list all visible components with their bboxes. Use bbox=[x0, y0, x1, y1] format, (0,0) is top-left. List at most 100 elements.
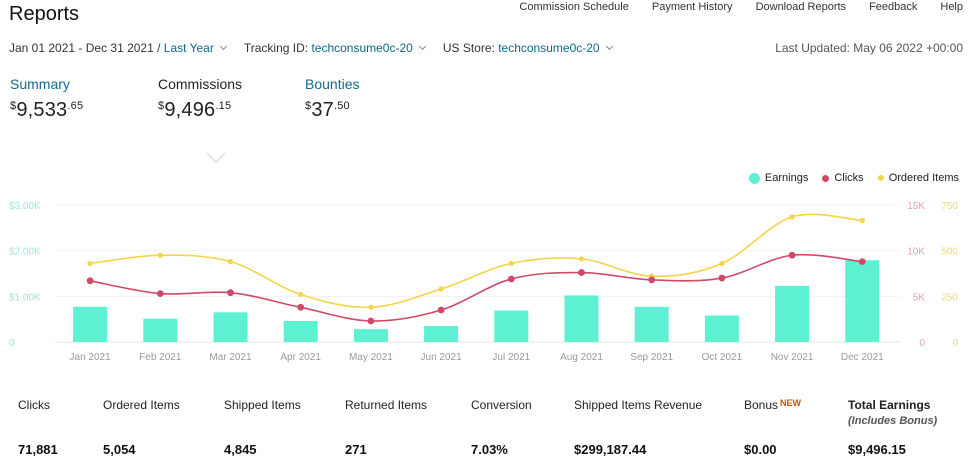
x-axis-tick: Nov 2021 bbox=[771, 352, 814, 363]
right-axis-clicks-tick: 0 bbox=[919, 338, 925, 349]
legend-clicks[interactable]: Clicks bbox=[822, 172, 864, 184]
clicks-point bbox=[648, 276, 656, 284]
ordered-items-point bbox=[298, 291, 304, 298]
stat-ordered-items: Ordered Items 5,054 bbox=[103, 398, 180, 457]
tracking-id-label: Tracking ID: bbox=[243, 41, 309, 55]
last-updated: Last Updated: May 06 2022 +00:00 bbox=[775, 41, 963, 55]
earnings-bar bbox=[845, 260, 880, 342]
earnings-bar bbox=[73, 306, 108, 342]
nav-help[interactable]: Help bbox=[940, 1, 963, 13]
clicks-point bbox=[227, 289, 234, 297]
ordered-items-point bbox=[438, 286, 444, 292]
summary-tab-label: Summary bbox=[10, 76, 70, 92]
earnings-bar bbox=[704, 315, 739, 342]
clicks-point bbox=[297, 303, 305, 311]
x-axis-tick: Oct 2021 bbox=[702, 352, 743, 363]
x-axis-tick: Feb 2021 bbox=[139, 352, 182, 363]
active-tab-caret-icon bbox=[206, 152, 226, 163]
stat-shipped-items: Shipped Items 4,845 bbox=[224, 398, 301, 457]
right-axis-items-tick: 500 bbox=[941, 247, 958, 258]
date-range-filter[interactable]: Jan 01 2021 - Dec 31 2021 / Last Year bbox=[9, 41, 227, 55]
stat-conversion: Conversion 7.03% bbox=[471, 398, 532, 457]
clicks-line bbox=[89, 253, 863, 322]
date-preset-dropdown[interactable]: Last Year bbox=[163, 41, 214, 55]
nav-download-reports[interactable]: Download Reports bbox=[755, 1, 847, 13]
right-axis-items-tick: 0 bbox=[952, 338, 958, 349]
right-axis-clicks-tick: 15K bbox=[907, 201, 925, 212]
store-filter[interactable]: US Store: techconsume0c-20 bbox=[442, 41, 613, 55]
legend-clicks-swatch bbox=[822, 174, 830, 182]
filter-bar: Jan 01 2021 - Dec 31 2021 / Last Year Tr… bbox=[9, 41, 630, 55]
ordered-items-point bbox=[508, 260, 514, 267]
x-axis-tick: May 2021 bbox=[349, 352, 393, 363]
legend-ordered-items[interactable]: Ordered Items bbox=[877, 172, 959, 184]
nav-feedback[interactable]: Feedback bbox=[869, 1, 918, 13]
stat-returned-items: Returned Items 271 bbox=[345, 398, 428, 457]
total-earnings-note: (Includes Bonus) bbox=[848, 415, 938, 427]
bounties-tab[interactable]: Bounties $37.50 bbox=[305, 76, 359, 122]
earnings-bar bbox=[143, 318, 178, 342]
earnings-bar bbox=[353, 329, 388, 342]
bounties-amount: $37.50 bbox=[305, 99, 350, 121]
store-dropdown[interactable]: techconsume0c-20 bbox=[498, 41, 600, 55]
commissions-amount: $9,496.15 bbox=[158, 99, 232, 121]
x-axis-tick: Apr 2021 bbox=[280, 352, 321, 363]
stat-shipped-revenue: Shipped Items Revenue $299,187.44 bbox=[574, 398, 703, 457]
stat-total-earnings: Total Earnings (Includes Bonus) $9,496.1… bbox=[848, 398, 938, 457]
store-label: US Store: bbox=[442, 41, 495, 55]
ordered-items-point bbox=[368, 304, 374, 310]
top-nav: Commission Schedule Payment History Down… bbox=[496, 1, 963, 13]
stat-clicks: Clicks 71,881 bbox=[18, 398, 58, 457]
earnings-bar bbox=[564, 295, 599, 342]
clicks-point bbox=[367, 317, 375, 325]
tracking-id-filter[interactable]: Tracking ID: techconsume0c-20 bbox=[243, 41, 426, 55]
x-axis-tick: Jul 2021 bbox=[492, 352, 530, 363]
x-axis-tick: Dec 2021 bbox=[841, 352, 884, 363]
x-axis-tick: Jun 2021 bbox=[421, 352, 463, 363]
earnings-bar bbox=[494, 310, 529, 342]
legend-earnings[interactable]: Earnings bbox=[748, 172, 808, 184]
chevron-down-icon bbox=[605, 42, 613, 51]
left-axis-tick: 0 bbox=[9, 338, 15, 349]
bounties-tab-label: Bounties bbox=[305, 76, 360, 92]
ordered-items-point bbox=[87, 260, 93, 267]
right-axis-clicks-tick: 10K bbox=[907, 247, 925, 258]
earnings-chart: $3.00K $2.00K $1.00K 0 15K 10K 5K 0 750 500 250 0 Ja… bbox=[9, 201, 958, 363]
left-axis-tick: $2.00K bbox=[9, 247, 41, 258]
ordered-items-point bbox=[859, 217, 865, 224]
ordered-items-point bbox=[789, 214, 795, 220]
summary-tab[interactable]: Summary $9,533.65 bbox=[10, 76, 83, 122]
tracking-id-dropdown[interactable]: techconsume0c-20 bbox=[311, 41, 413, 55]
new-badge: NEW bbox=[780, 398, 802, 408]
clicks-point bbox=[858, 258, 866, 266]
page-title: Reports bbox=[9, 3, 80, 25]
clicks-point bbox=[86, 277, 94, 285]
earnings-bar bbox=[283, 320, 318, 342]
clicks-point bbox=[437, 306, 445, 314]
clicks-point bbox=[507, 275, 515, 283]
legend-earnings-swatch bbox=[748, 172, 760, 184]
date-range-text: Jan 01 2021 - Dec 31 2021 / bbox=[9, 41, 161, 55]
left-axis-tick: $3.00K bbox=[9, 201, 41, 212]
nav-commission-schedule[interactable]: Commission Schedule bbox=[519, 1, 629, 13]
right-axis-items-tick: 250 bbox=[941, 292, 958, 303]
clicks-point bbox=[718, 274, 726, 282]
left-axis-tick: $1.00K bbox=[9, 292, 41, 303]
chevron-down-icon bbox=[418, 42, 426, 51]
x-axis-tick: Mar 2021 bbox=[209, 352, 252, 363]
x-axis-tick: Sep 2021 bbox=[630, 352, 673, 363]
chevron-down-icon bbox=[219, 42, 227, 51]
commissions-tab-label: Commissions bbox=[158, 76, 243, 92]
clicks-point bbox=[788, 251, 796, 259]
clicks-point bbox=[156, 290, 164, 297]
earnings-bar bbox=[424, 326, 459, 342]
right-axis-items-tick: 750 bbox=[941, 201, 958, 212]
stat-bonus: Bonus NEW $0.00 bbox=[744, 398, 802, 457]
earnings-bar bbox=[213, 312, 248, 342]
summary-amount: $9,533.65 bbox=[10, 99, 84, 121]
nav-payment-history[interactable]: Payment History bbox=[651, 1, 733, 13]
x-axis-tick: Aug 2021 bbox=[560, 352, 603, 363]
earnings-bar bbox=[634, 306, 669, 342]
commissions-tab[interactable]: Commissions $9,496.15 bbox=[158, 76, 242, 122]
clicks-point bbox=[578, 269, 585, 276]
